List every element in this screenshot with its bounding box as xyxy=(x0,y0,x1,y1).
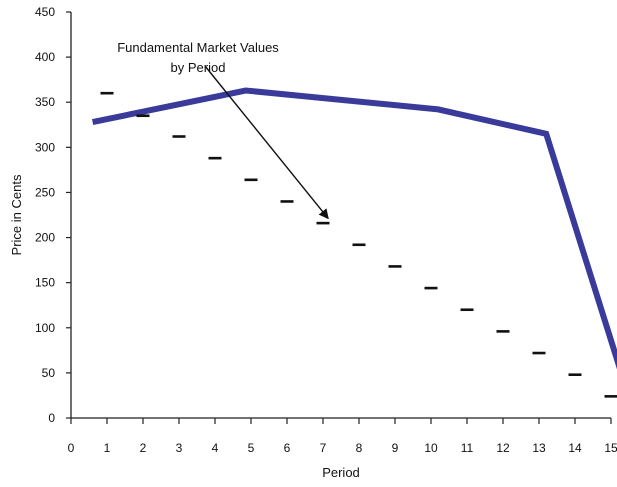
y-axis-title: Price in Cents xyxy=(9,174,24,255)
x-tick-label: 13 xyxy=(532,441,546,455)
annotation-arrow xyxy=(205,66,328,218)
y-tick-label: 150 xyxy=(35,276,55,290)
x-tick-label: 8 xyxy=(356,441,363,455)
x-tick-label: 11 xyxy=(461,441,474,455)
annotation-label-line: by Period xyxy=(171,60,226,75)
x-tick-label: 5 xyxy=(248,441,255,455)
x-tick-label: 1 xyxy=(104,441,111,455)
x-tick-label: 2 xyxy=(140,441,147,455)
y-tick-label: 200 xyxy=(35,231,55,245)
y-tick-label: 450 xyxy=(35,5,55,19)
x-tick-label: 7 xyxy=(320,441,327,455)
y-tick-label: 100 xyxy=(35,321,55,335)
x-tick-label: 12 xyxy=(496,441,510,455)
x-tick-label: 0 xyxy=(68,441,75,455)
annotation-label-line: Fundamental Market Values xyxy=(117,40,279,55)
x-tick-label: 6 xyxy=(284,441,291,455)
x-tick-label: 15 xyxy=(604,441,617,455)
y-tick-label: 300 xyxy=(35,140,55,154)
y-tick-label: 250 xyxy=(35,185,55,199)
y-tick-label: 400 xyxy=(35,50,55,64)
price-line-series xyxy=(93,91,617,375)
x-axis-title: Period xyxy=(322,465,360,480)
x-tick-label: 3 xyxy=(176,441,183,455)
y-tick-label: 350 xyxy=(35,95,55,109)
x-tick-label: 4 xyxy=(212,441,219,455)
x-tick-label: 14 xyxy=(568,441,582,455)
x-tick-label: 10 xyxy=(424,441,438,455)
x-tick-label: 9 xyxy=(392,441,399,455)
y-tick-label: 0 xyxy=(48,411,55,425)
y-tick-label: 50 xyxy=(42,366,56,380)
